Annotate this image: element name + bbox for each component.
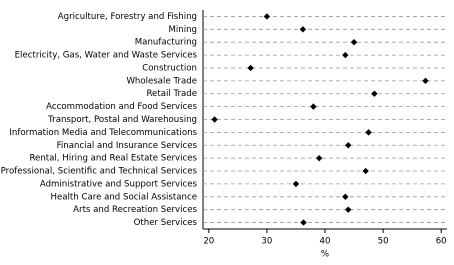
y-tick-label: Retail Trade	[146, 89, 197, 99]
y-tick-label: Construction	[142, 63, 197, 73]
dot	[345, 142, 352, 149]
dot	[310, 103, 317, 110]
dot	[365, 129, 372, 136]
y-tick-label: Manufacturing	[135, 38, 197, 48]
dot	[362, 167, 369, 175]
y-tick-label: Arts and Recreation Services	[73, 205, 197, 215]
x-axis-label: %	[321, 250, 329, 260]
x-tick-label: 50	[378, 237, 389, 247]
y-tick-label: Rental, Hiring and Real Estate Services	[29, 154, 197, 164]
dot	[342, 51, 349, 59]
y-tick-label: Transport, Postal and Warehousing	[47, 115, 197, 125]
y-tick-label: Accommodation and Food Services	[46, 102, 197, 112]
dot	[422, 77, 429, 85]
x-tick-label: 60	[436, 237, 447, 247]
dot	[211, 116, 218, 123]
y-tick-label: Professional, Scientific and Technical S…	[1, 167, 198, 177]
y-tick-label: Financial and Insurance Services	[57, 141, 198, 151]
y-tick-label: Other Services	[134, 218, 198, 228]
y-tick-label: Agriculture, Forestry and Fishing	[58, 12, 197, 22]
dot	[342, 193, 349, 200]
y-tick-label: Information Media and Telecommunications	[9, 128, 197, 138]
y-tick-label: Health Care and Social Assistance	[51, 192, 197, 202]
y-tick-label: Mining	[168, 25, 197, 35]
x-tick-label: 20	[203, 237, 214, 247]
dot	[350, 39, 358, 46]
dot	[299, 26, 307, 33]
dot	[345, 206, 352, 213]
dot	[247, 64, 254, 72]
dot	[315, 154, 323, 162]
y-tick-label: Administrative and Support Services	[40, 179, 198, 189]
x-tick-label: 40	[320, 237, 331, 247]
y-tick-label: Electricity, Gas, Water and Waste Servic…	[15, 51, 198, 61]
dot	[292, 180, 300, 188]
x-tick-label: 30	[261, 237, 272, 247]
dot	[263, 13, 271, 20]
dot	[300, 219, 307, 226]
y-tick-label: Wholesale Trade	[126, 76, 197, 86]
dot	[371, 90, 378, 97]
